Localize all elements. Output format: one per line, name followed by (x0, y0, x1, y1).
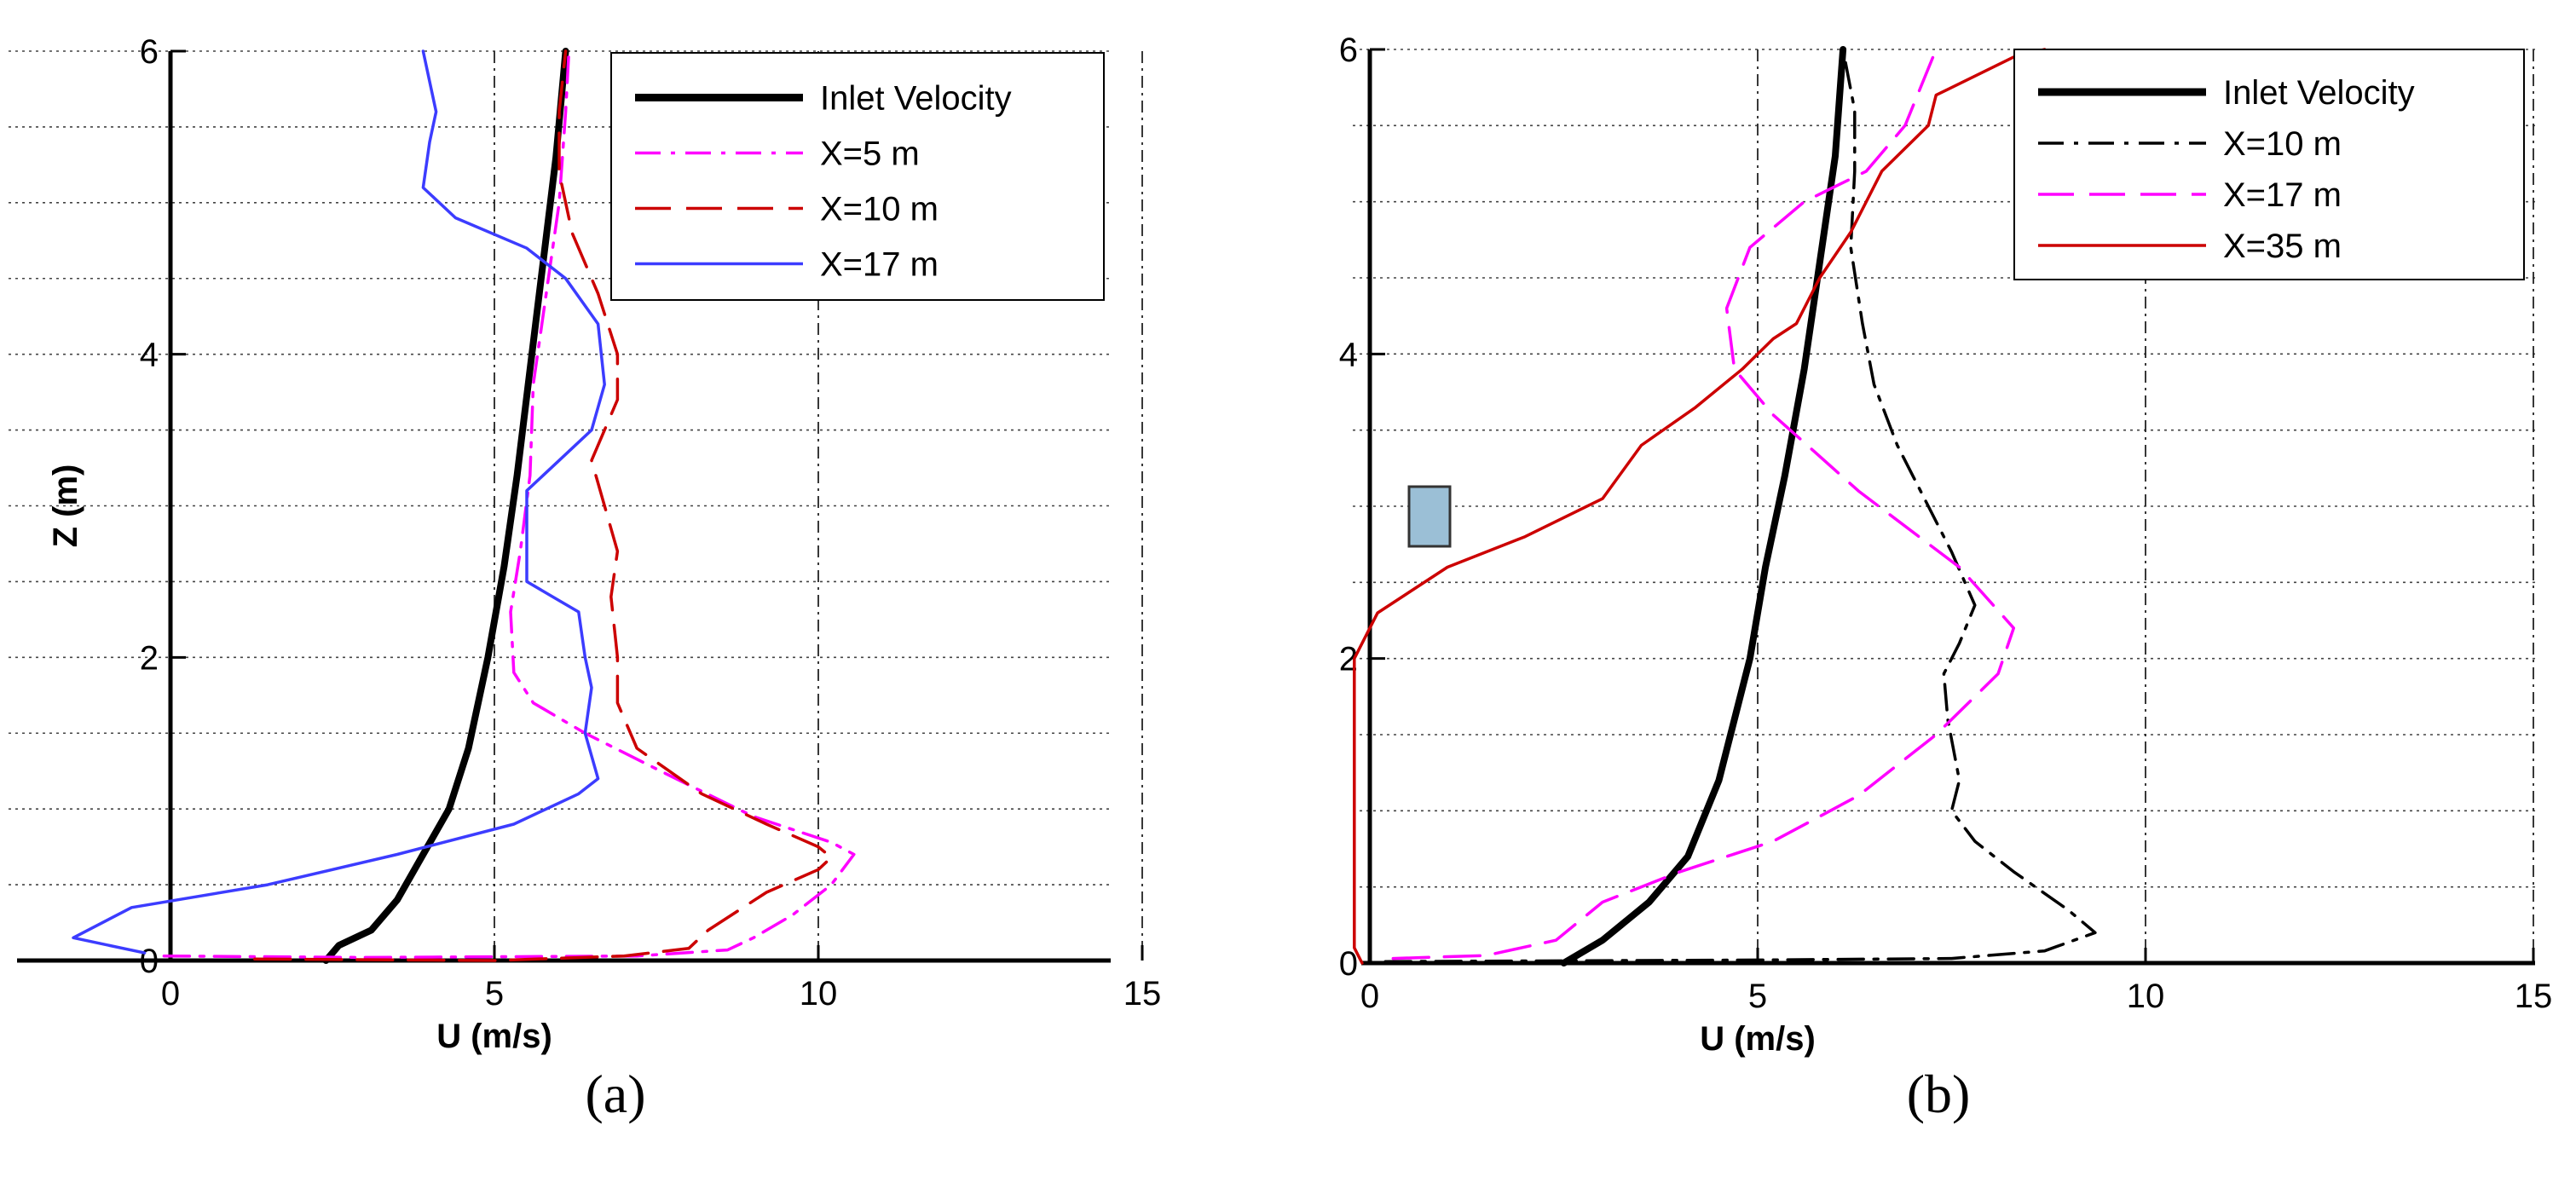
figure-caption: (a) (585, 1064, 645, 1124)
series-line-1 (322, 48, 569, 964)
x-tick-label: 5 (1748, 978, 1767, 1015)
series-line-1 (1560, 46, 1847, 966)
x-tick-label: 10 (2127, 978, 2165, 1015)
x-tick-label: 0 (1360, 978, 1379, 1015)
legend-label-2: X=5 m (820, 136, 920, 173)
y-tick-label: 6 (1339, 32, 1358, 69)
legend-label-1: Inlet Velocity (820, 80, 1012, 118)
legend-label-4: X=17 m (820, 246, 939, 284)
chart-panel-a: 0 5 10 15 0 2 4 6 U (m/s) Z (m) Inlet Velocity X=5 … (9, 33, 1162, 1124)
x-tick-label: 5 (485, 975, 504, 1012)
legend-label-3: X=17 m (2223, 176, 2342, 214)
obstacle-marker (1407, 485, 1452, 548)
series-line-2 (162, 49, 856, 960)
x-tick-label: 0 (161, 975, 180, 1012)
y-axis-label: Z (m) (47, 464, 84, 548)
series-line-4 (72, 49, 606, 955)
x-tick-label: 10 (800, 975, 838, 1012)
x-tick-label: 15 (1123, 975, 1162, 1012)
velocity-profile-chart-a: 0 5 10 15 0 2 4 6 U (m/s) Z (m) Inlet Velocity X=5 … (9, 33, 1162, 1124)
legend-label-1: Inlet Velocity (2223, 74, 2415, 112)
y-tick-label: 6 (140, 33, 159, 71)
series-line-2 (1383, 48, 2097, 963)
legend-box (2013, 49, 2525, 280)
x-axis-label: U (m/s) (1700, 1020, 1816, 1058)
y-tick-label: 2 (140, 639, 159, 677)
legend-label-2: X=10 m (2223, 125, 2342, 163)
series-line-3 (1391, 48, 2016, 961)
y-tick-label: 4 (1339, 336, 1358, 373)
figure-caption: (b) (1907, 1064, 1971, 1124)
legend-label-4: X=35 m (2223, 228, 2342, 265)
legend-label-3: X=10 m (820, 191, 939, 228)
series-line-3 (253, 49, 833, 962)
y-tick-label: 0 (1339, 945, 1358, 983)
x-tick-label: 15 (2515, 978, 2553, 1015)
series-line-4 (1353, 48, 2047, 965)
x-axis-label: U (m/s) (436, 1018, 552, 1055)
y-tick-label: 0 (140, 943, 159, 980)
y-tick-label: 4 (140, 337, 159, 374)
